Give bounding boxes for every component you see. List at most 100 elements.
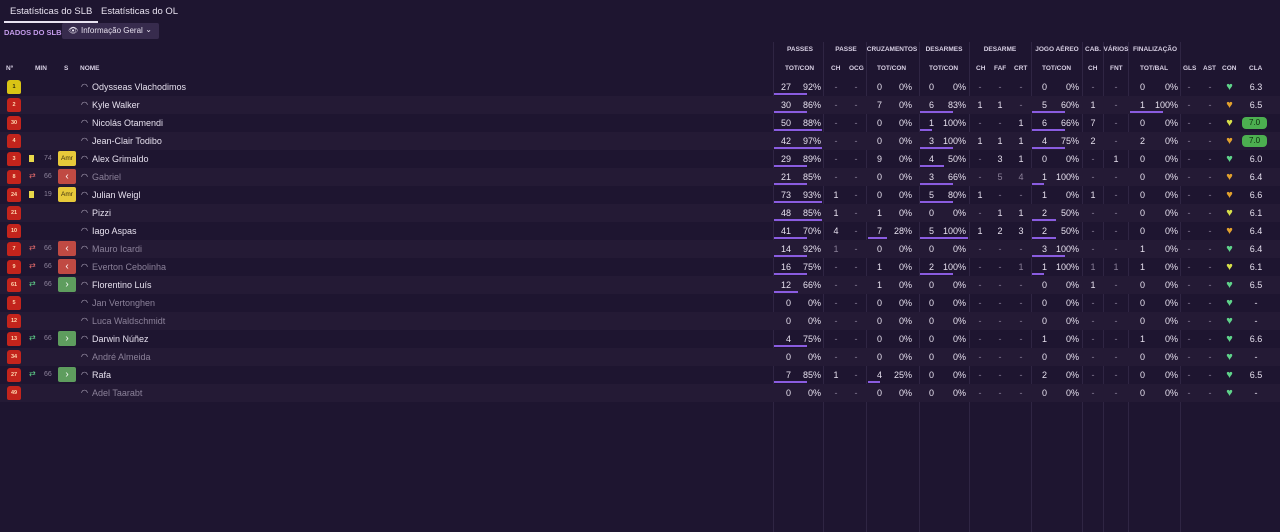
sub-in-button[interactable]: › [58,331,76,346]
misc-fnt: - [1114,226,1118,236]
rating-value: 6.0 [1249,154,1263,164]
table-row[interactable]: 27 ⇄ 66 › ◠ Rafa 7 85% 1-4 25% 0 0% - - -2 0% - -0 0% - - ♥ 6.… [0,366,1280,384]
rating-value: 6.4 [1249,226,1263,236]
passes-ocg: - [854,388,858,398]
player-name[interactable]: Julian Weigl [92,190,141,200]
condition-heart-icon: ♥ [1226,333,1233,345]
aerial-pct: 0% [1065,154,1079,164]
tackles-pct: 0% [952,280,966,290]
player-name[interactable]: Iago Aspas [92,226,137,236]
table-row[interactable]: 21 ◠ Pizzi 48 85% 1-1 0% 0 0% -1 1 2 50% - -0 0% - - ♥ 6.1 [0,204,1280,222]
player-name[interactable]: Odysseas Vlachodimos [92,82,187,92]
table-row[interactable]: 7 ⇄ 66 ‹ ◠ Mauro Icardi 14 92% 1-0 0% 0 0% - - -3 100% -… [0,240,1280,258]
yellow-card-badge[interactable]: Amr [58,187,76,202]
clearances: 1 [1018,208,1024,218]
passes-pct: 0% [807,388,821,398]
crosses-pct: 0% [898,388,912,398]
player-name[interactable]: Nicolás Otamendi [92,118,164,128]
table-row[interactable]: 24 19 Amr ◠ Julian Weigl 73 93% 1 - 0 0% 5 80% 1 - - 1 0%… [0,186,1280,204]
crosses-pct: 0% [898,262,912,272]
table-row[interactable]: 30 ◠ Nicolás Otamendi 50 88% - - 0 0% 1 100% - - 1 6 66… [0,114,1280,132]
column-header-con[interactable]: CON [1222,65,1237,72]
sub-out-button[interactable]: ‹ [58,241,76,256]
player-name[interactable]: Rafa [92,370,112,380]
sub-out-button[interactable]: ‹ [58,259,76,274]
player-name[interactable]: Jan Vertonghen [92,298,156,308]
table-row[interactable]: 61 ⇄ 66 › ◠ Florentino Luís 12 66% - -1 0% 0 0% - - -0 0… [0,276,1280,294]
tackle-key: - [978,352,982,362]
sub-in-button[interactable]: › [58,367,76,382]
column-header-name[interactable]: NOME [80,65,100,72]
table-row[interactable]: 4 ◠ Jean-Clair Todibo 42 97% - - 0 0% 3 100% 1 1 1 4 75… [0,132,1280,150]
sub-out-button[interactable]: ‹ [58,169,76,184]
column-header-d-ch[interactable]: CH [976,65,986,72]
tab-ol-stats[interactable]: Estatísticas do OL [101,6,179,17]
player-name[interactable]: Darwin Núñez [92,334,149,344]
table-row[interactable]: 5 ◠ Jan Vertonghen 0 0% - -0 0% 0 0% - - -0 0% - -0 0% - -… [0,294,1280,312]
table-row[interactable]: 8 ⇄ 66 ‹ ◠ Gabriel 21 85% - - 0 0% 3 66% - 5 4 1 100% - - 0 0%… [0,168,1280,186]
passes-total: 4 [785,334,791,344]
tackles-bar [920,201,953,203]
player-name[interactable]: André Almeida [92,352,151,362]
table-row[interactable]: 3 74 Amr ◠ Alex Grimaldo 29 89% - - 9 0% 4 50% - 3 1 0 0%… [0,150,1280,168]
rating-value: 6.6 [1249,334,1263,344]
assists: - [1208,280,1212,290]
player-name[interactable]: Florentino Luís [92,280,152,290]
player-name[interactable]: Everton Cebolinha [92,262,167,272]
table-row[interactable]: 10 ◠ Iago Aspas 41 70% 4 - 7 28% 5 100% 1 2 3 2 50% - - 0 0… [0,222,1280,240]
column-header-ch[interactable]: CH [831,65,841,72]
column-header-fin[interactable]: TOT/BAL [1140,65,1169,72]
tackles-pct: 0% [952,298,966,308]
passes-pct: 85% [802,370,821,380]
column-header-gls[interactable]: GLS [1183,65,1197,72]
table-row[interactable]: 1 ◠ Odysseas Vlachodimos 27 92% - -0 0% 0 0% - - -0 0… [0,78,1280,96]
player-name[interactable]: Alex Grimaldo [92,154,149,164]
column-header-cab-ch[interactable]: CH [1088,65,1098,72]
column-header-ocg[interactable]: OCG [849,65,864,72]
sub-in-button[interactable]: › [58,277,76,292]
tackle-key: 1 [977,100,983,110]
aerial-total: 3 [1041,244,1047,254]
player-name[interactable]: Adel Taarabt [92,388,143,398]
table-row[interactable]: 9 ⇄ 66 ‹ ◠ Everton Cebolinha 16 75% - - 1 0% 2 100% - -… [0,258,1280,276]
table-row[interactable]: 34 ◠ André Almeida 0 0% - -0 0% 0 0% - - -0 0% - -0 0% - -… [0,348,1280,366]
table-row[interactable]: 13 ⇄ 66 › ◠ Darwin Núñez 4 75% - -0 0% 0 0% - - -1 0% - -1… [0,330,1280,348]
player-name[interactable]: Jean-Clair Todibo [92,136,162,146]
column-header-s[interactable]: S [64,65,69,72]
column-header-num[interactable]: Nº [6,65,14,72]
tackle-key: - [978,244,982,254]
table-row[interactable]: 12 ◠ Luca Waldschmidt 0 0% - -0 0% 0 0% - - -0 0% - -0 0… [0,312,1280,330]
player-name[interactable]: Luca Waldschmidt [92,316,166,326]
column-header-aereo[interactable]: TOT/CON [1042,65,1072,72]
player-name[interactable]: Mauro Icardi [92,244,143,254]
column-header-fnt[interactable]: FNT [1110,65,1123,72]
assists: - [1208,262,1212,272]
shots-pct: 0% [1164,154,1178,164]
passes-bar [774,345,807,347]
condition-heart-icon: ♥ [1226,369,1233,381]
misc-fnt: - [1114,190,1118,200]
misc-fnt: 1 [1113,154,1119,164]
table-row[interactable]: 2 ◠ Kyle Walker 30 86% - - 7 0% 6 83% 1 1 - 5 60% 1 - 1 100… [0,96,1280,114]
tab-slb-stats[interactable]: Estatísticas do SLB [3,6,99,23]
column-header-cla[interactable]: CLA [1249,65,1263,72]
column-header-min[interactable]: MIN [35,65,47,72]
fouls: 2 [997,226,1003,236]
column-header-faf[interactable]: FAF [994,65,1007,72]
view-dropdown[interactable]: 👁 Informação Geral ⌄ [62,23,159,39]
column-header-desarmes[interactable]: TOT/CON [929,65,959,72]
player-profile-icon: ◠ [81,172,88,181]
column-header-crt[interactable]: CRT [1014,65,1028,72]
table-row[interactable]: 49 ◠ Adel Taarabt 0 0% - -0 0% 0 0% - - -0 0% - -0 0% - - ♥… [0,384,1280,402]
clearances: 3 [1018,226,1024,236]
assists: - [1208,298,1212,308]
player-name[interactable]: Pizzi [92,208,112,218]
column-header-cruz[interactable]: TOT/CON [877,65,907,72]
column-header-passes[interactable]: TOT/CON [785,65,815,72]
yellow-card-badge[interactable]: Amr [58,151,76,166]
column-header-ast[interactable]: AST [1203,65,1216,72]
fouls: 5 [997,172,1003,182]
player-name[interactable]: Gabriel [92,172,122,182]
aerial-pct: 50% [1060,226,1079,236]
player-name[interactable]: Kyle Walker [92,100,140,110]
